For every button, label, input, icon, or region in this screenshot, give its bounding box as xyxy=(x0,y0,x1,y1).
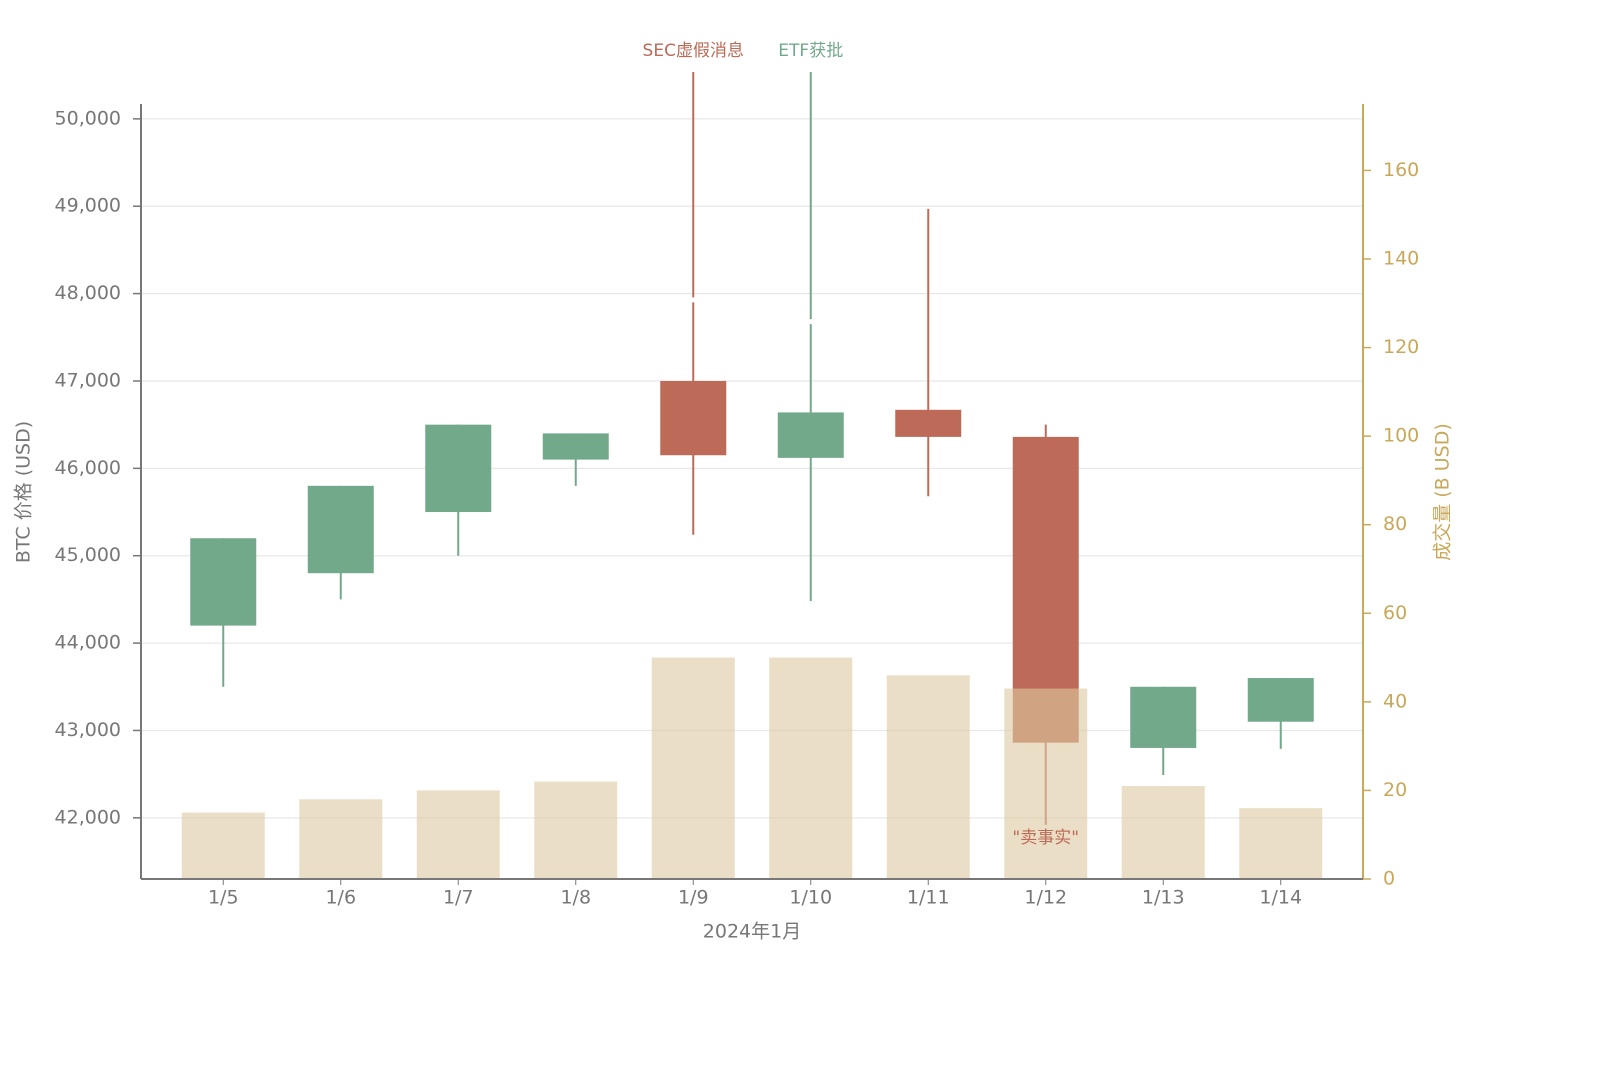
y2-tick-label: 40 xyxy=(1383,690,1407,712)
volume-bar xyxy=(1004,688,1088,879)
y-tick-label: 46,000 xyxy=(55,457,121,479)
x-tick-label: 1/5 xyxy=(208,887,239,909)
volume-bar xyxy=(299,799,383,879)
volume-bar xyxy=(769,657,853,879)
y-tick-label: 49,000 xyxy=(55,195,121,217)
volume-bar xyxy=(886,675,970,879)
volume-bar xyxy=(181,812,265,879)
y-tick-label: 50,000 xyxy=(55,107,121,129)
volume-bar xyxy=(416,790,500,879)
annotation: "卖事实" xyxy=(1012,828,1079,848)
y2-tick-label: 100 xyxy=(1383,425,1419,447)
volume-bar xyxy=(1239,808,1323,879)
y-axis-label: BTC 价格 (USD) xyxy=(13,421,35,563)
x-tick-label: 1/10 xyxy=(789,887,832,909)
candle-body xyxy=(777,412,844,458)
volume-bar xyxy=(651,657,735,879)
x-axis-label: 2024年1月 xyxy=(703,921,801,943)
x-tick-label: 1/9 xyxy=(678,887,709,909)
candle-body xyxy=(1247,678,1314,722)
candle-body xyxy=(307,485,374,574)
x-tick-label: 1/11 xyxy=(907,887,950,909)
candle-body xyxy=(895,409,962,437)
y-tick-label: 45,000 xyxy=(55,544,121,566)
annotation: ETF获批 xyxy=(778,41,843,61)
x-tick-label: 1/7 xyxy=(443,887,474,909)
candle-body xyxy=(190,538,257,626)
y2-tick-label: 120 xyxy=(1383,336,1419,358)
candle-body xyxy=(425,424,492,513)
candle-body xyxy=(1130,686,1197,748)
x-tick-label: 1/8 xyxy=(560,887,591,909)
y-tick-label: 43,000 xyxy=(55,719,121,741)
y2-tick-label: 0 xyxy=(1383,868,1395,890)
x-tick-label: 1/13 xyxy=(1142,887,1185,909)
y-tick-label: 47,000 xyxy=(55,369,121,391)
y2-axis-label: 成交量 (B USD) xyxy=(1432,423,1454,561)
y-tick-label: 44,000 xyxy=(55,632,121,654)
candle-body xyxy=(660,380,727,456)
y2-tick-label: 60 xyxy=(1383,602,1407,624)
candle-body xyxy=(542,433,609,460)
volume-bar xyxy=(534,781,618,879)
y2-tick-label: 140 xyxy=(1383,248,1419,270)
y2-tick-label: 160 xyxy=(1383,159,1419,181)
y2-tick-label: 80 xyxy=(1383,513,1407,535)
annotation: SEC虚假消息 xyxy=(643,41,744,61)
volume-bar xyxy=(1121,786,1205,879)
x-tick-label: 1/14 xyxy=(1259,887,1302,909)
y-tick-label: 42,000 xyxy=(55,806,121,828)
y2-tick-label: 20 xyxy=(1383,779,1407,801)
y-tick-label: 48,000 xyxy=(55,282,121,304)
x-tick-label: 1/12 xyxy=(1024,887,1067,909)
x-tick-label: 1/6 xyxy=(325,887,356,909)
